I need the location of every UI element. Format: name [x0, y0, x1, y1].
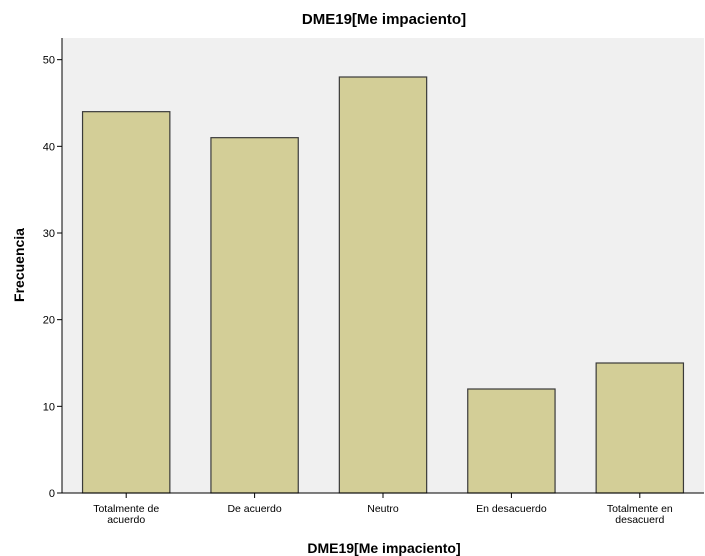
y-tick-label-3: 30 [43, 228, 55, 240]
y-tick-label-4: 40 [43, 141, 55, 153]
x-tick-label-4: Totalmente en desacuerd [607, 503, 673, 526]
y-tick-label-5: 50 [43, 55, 55, 67]
chart-title: DME19[Me impaciento] [302, 11, 466, 28]
x-axis-title: DME19[Me impaciento] [307, 540, 460, 556]
bars-group [81, 76, 685, 494]
x-tick-label-3: En desacuerdo [476, 503, 547, 515]
bar-2 [338, 76, 428, 494]
y-tick-label-0: 0 [49, 488, 55, 500]
y-tick-label-1: 10 [43, 401, 55, 413]
bar-3 [467, 388, 556, 494]
y-axis-title: Frecuencia [11, 228, 27, 302]
y-tick-label-2: 20 [43, 315, 55, 327]
bar-0 [81, 111, 171, 494]
axes-group: Totalmente de acuerdo De acuerdo Neutro En d… [43, 38, 704, 526]
x-tick-label-1: De acuerdo [227, 503, 281, 515]
x-tick-label-0: Totalmente de acuerdo [93, 503, 159, 526]
x-tick-label-2: Neutro [367, 503, 399, 515]
bar-4 [595, 362, 685, 494]
bar-1 [210, 137, 299, 494]
